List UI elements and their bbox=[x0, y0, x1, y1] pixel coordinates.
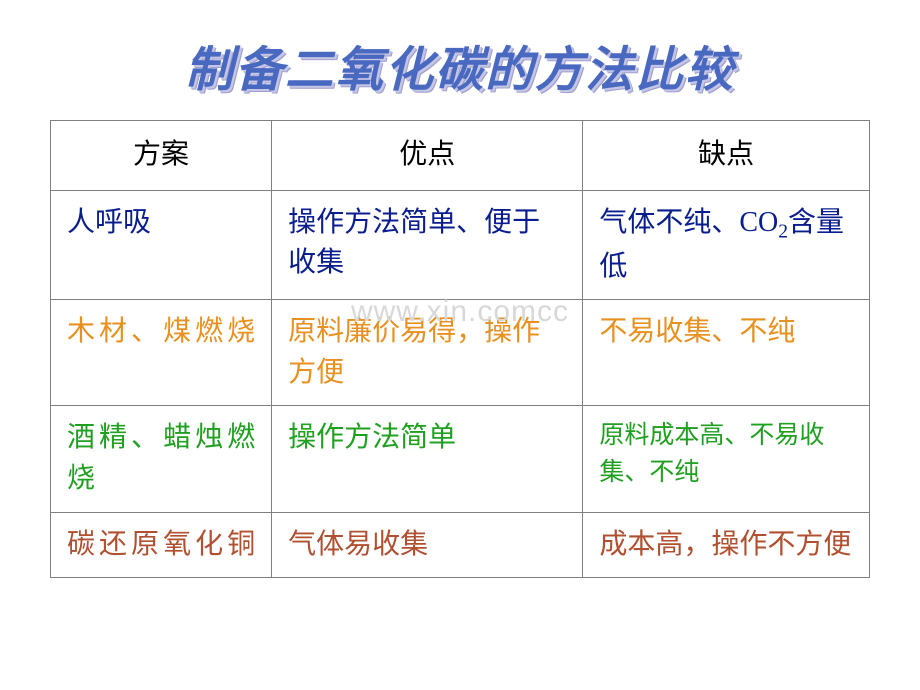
table-row: 碳还原氧化铜气体易收集成本高，操作不方便 bbox=[51, 512, 870, 578]
table-row: 酒精、蜡烛燃烧操作方法简单原料成本高、不易收集、不纯 bbox=[51, 406, 870, 512]
header-disadvantage: 缺点 bbox=[583, 121, 870, 191]
subscript-text: 2 bbox=[778, 221, 788, 242]
comparison-table: 方案 优点 缺点 人呼吸操作方法简单、便于收集气体不纯、CO2含量低木材、煤燃烧… bbox=[50, 120, 870, 578]
cell-disadvantage: 不易收集、不纯 bbox=[583, 300, 870, 406]
cell-disadvantage: 气体不纯、CO2含量低 bbox=[583, 190, 870, 300]
cell-method: 碳还原氧化铜 bbox=[51, 512, 272, 578]
cell-disadvantage: 原料成本高、不易收集、不纯 bbox=[583, 406, 870, 512]
header-method: 方案 bbox=[51, 121, 272, 191]
cell-method: 人呼吸 bbox=[51, 190, 272, 300]
cell-method: 木材、煤燃烧 bbox=[51, 300, 272, 406]
cell-method: 酒精、蜡烛燃烧 bbox=[51, 406, 272, 512]
disadvantage-text-pre: 气体不纯、CO bbox=[599, 207, 778, 238]
table-body: 人呼吸操作方法简单、便于收集气体不纯、CO2含量低木材、煤燃烧原料廉价易得，操作… bbox=[51, 190, 870, 578]
cell-advantage: 操作方法简单 bbox=[272, 406, 583, 512]
table-row: 木材、煤燃烧原料廉价易得，操作方便不易收集、不纯 bbox=[51, 300, 870, 406]
cell-advantage: 原料廉价易得，操作方便 bbox=[272, 300, 583, 406]
cell-advantage: 气体易收集 bbox=[272, 512, 583, 578]
table-header-row: 方案 优点 缺点 bbox=[51, 121, 870, 191]
cell-disadvantage: 成本高，操作不方便 bbox=[583, 512, 870, 578]
table-row: 人呼吸操作方法简单、便于收集气体不纯、CO2含量低 bbox=[51, 190, 870, 300]
cell-advantage: 操作方法简单、便于收集 bbox=[272, 190, 583, 300]
table-container: 方案 优点 缺点 人呼吸操作方法简单、便于收集气体不纯、CO2含量低木材、煤燃烧… bbox=[0, 120, 920, 578]
page-title: 制备二氧化碳的方法比较 bbox=[0, 0, 920, 120]
header-advantage: 优点 bbox=[272, 121, 583, 191]
